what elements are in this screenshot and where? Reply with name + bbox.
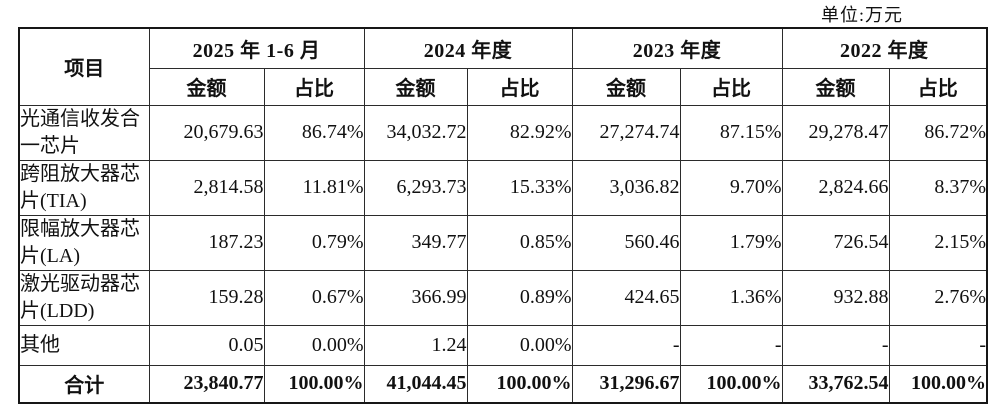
amount-cell: 2,814.58 <box>148 159 265 216</box>
ratio-cell: 1.36% <box>679 269 783 326</box>
amount-cell: - <box>571 324 681 366</box>
row-label: 其他 <box>18 324 150 366</box>
ratio-cell: 8.37% <box>888 159 988 216</box>
period-header-2023: 2023 年度 <box>571 27 783 69</box>
amount-cell: 1.24 <box>363 324 468 366</box>
ratio-cell: 100.00% <box>466 364 573 404</box>
ratio-cell: 0.00% <box>466 324 573 366</box>
row-label: 激光驱动器芯片(LDD) <box>18 269 150 326</box>
period-header-2025: 2025 年 1-6 月 <box>148 27 365 69</box>
period-header-2024: 2024 年度 <box>363 27 573 69</box>
ratio-cell: 2.15% <box>888 214 988 271</box>
table-row-total: 合计 23,840.77 100.00% 41,044.45 100.00% 3… <box>18 364 988 404</box>
ratio-cell: - <box>888 324 988 366</box>
amount-cell: 41,044.45 <box>363 364 468 404</box>
amount-header-2024: 金额 <box>363 67 468 106</box>
total-label: 合计 <box>18 364 150 404</box>
amount-cell: 2,824.66 <box>781 159 890 216</box>
row-label: 跨阻放大器芯片(TIA) <box>18 159 150 216</box>
item-column-header: 项目 <box>18 27 150 106</box>
ratio-cell: 0.85% <box>466 214 573 271</box>
row-label: 限幅放大器芯片(LA) <box>18 214 150 271</box>
amount-cell: 349.77 <box>363 214 468 271</box>
ratio-cell: 86.72% <box>888 104 988 161</box>
ratio-cell: 2.76% <box>888 269 988 326</box>
ratio-cell: 86.74% <box>263 104 365 161</box>
ratio-cell: 0.79% <box>263 214 365 271</box>
amount-cell: 29,278.47 <box>781 104 890 161</box>
unit-label: 单位:万元 <box>820 5 903 25</box>
amount-cell: 27,274.74 <box>571 104 681 161</box>
amount-cell: 34,032.72 <box>363 104 468 161</box>
amount-cell: 187.23 <box>148 214 265 271</box>
amount-cell: 932.88 <box>781 269 890 326</box>
amount-cell: 726.54 <box>781 214 890 271</box>
revenue-breakdown-table: 项目 2025 年 1-6 月 2024 年度 2023 年度 2022 年度 … <box>18 27 989 404</box>
amount-cell: 0.05 <box>148 324 265 366</box>
ratio-cell: 1.79% <box>679 214 783 271</box>
ratio-cell: 0.00% <box>263 324 365 366</box>
amount-cell: 424.65 <box>571 269 681 326</box>
amount-cell: 23,840.77 <box>148 364 265 404</box>
ratio-cell: 11.81% <box>263 159 365 216</box>
ratio-header-2025: 占比 <box>263 67 365 106</box>
amount-header-2025: 金额 <box>148 67 265 106</box>
table-row-ldd-chip: 激光驱动器芯片(LDD) 159.28 0.67% 366.99 0.89% 4… <box>18 269 988 326</box>
table-row-tia-chip: 跨阻放大器芯片(TIA) 2,814.58 11.81% 6,293.73 15… <box>18 159 988 216</box>
ratio-cell: 100.00% <box>263 364 365 404</box>
amount-cell: 159.28 <box>148 269 265 326</box>
table-row-other: 其他 0.05 0.00% 1.24 0.00% - - - - <box>18 324 988 366</box>
ratio-cell: 82.92% <box>466 104 573 161</box>
ratio-cell: 0.67% <box>263 269 365 326</box>
ratio-header-2023: 占比 <box>679 67 783 106</box>
header-row-periods: 项目 2025 年 1-6 月 2024 年度 2023 年度 2022 年度 <box>18 27 988 106</box>
ratio-cell: 0.89% <box>466 269 573 326</box>
table-row-optical-transceiver-chip: 光通信收发合一芯片 20,679.63 86.74% 34,032.72 82.… <box>18 104 988 161</box>
amount-cell: - <box>781 324 890 366</box>
ratio-cell: 100.00% <box>679 364 783 404</box>
amount-cell: 33,762.54 <box>781 364 890 404</box>
ratio-cell: 87.15% <box>679 104 783 161</box>
amount-cell: 20,679.63 <box>148 104 265 161</box>
amount-cell: 366.99 <box>363 269 468 326</box>
amount-header-2022: 金额 <box>781 67 890 106</box>
ratio-cell: 9.70% <box>679 159 783 216</box>
amount-cell: 560.46 <box>571 214 681 271</box>
ratio-header-2024: 占比 <box>466 67 573 106</box>
ratio-cell: 100.00% <box>888 364 988 404</box>
ratio-cell: 15.33% <box>466 159 573 216</box>
amount-header-2023: 金额 <box>571 67 681 106</box>
table-row-la-chip: 限幅放大器芯片(LA) 187.23 0.79% 349.77 0.85% 56… <box>18 214 988 271</box>
header-row-subcolumns: 金额 占比 金额 占比 金额 占比 金额 占比 <box>19 67 988 106</box>
amount-cell: 31,296.67 <box>571 364 681 404</box>
amount-cell: 6,293.73 <box>363 159 468 216</box>
row-label: 光通信收发合一芯片 <box>18 104 150 161</box>
ratio-header-2022: 占比 <box>888 67 988 106</box>
ratio-cell: - <box>679 324 783 366</box>
amount-cell: 3,036.82 <box>571 159 681 216</box>
period-header-2022: 2022 年度 <box>781 27 988 69</box>
